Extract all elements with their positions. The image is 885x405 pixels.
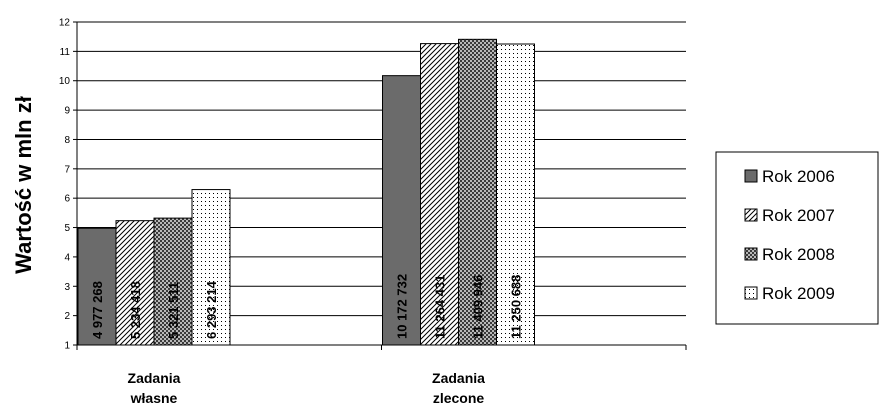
- y-tick-label: 3: [64, 282, 70, 293]
- category-label: Zadania: [128, 370, 181, 386]
- bar: [382, 75, 421, 346]
- bar: [191, 189, 231, 346]
- data-label: 4 977 268: [90, 281, 105, 339]
- bar: [153, 217, 193, 346]
- legend-label: Rok 2008: [762, 245, 835, 264]
- y-tick-label: 9: [64, 106, 70, 117]
- y-tick-label: 10: [59, 76, 71, 87]
- category-label: zlecone: [433, 390, 485, 405]
- legend-label: Rok 2006: [762, 167, 835, 186]
- data-label: 10 172 732: [395, 274, 410, 339]
- y-tick-label: 1: [64, 341, 70, 352]
- legend-label: Rok 2009: [762, 284, 835, 303]
- legend-swatch: [744, 169, 758, 183]
- legend-label: Rok 2007: [762, 206, 835, 225]
- bar: [115, 220, 155, 346]
- bar: [420, 43, 459, 346]
- bar: [77, 227, 117, 346]
- data-label: 6 293 214: [204, 280, 219, 339]
- legend-swatch: [744, 247, 758, 261]
- legend: Rok 2006 Rok 2007 Rok 2008 Rok 2009: [715, 151, 879, 325]
- y-tick-label: 4: [64, 252, 70, 263]
- y-axis-title: Wartość w mln zł: [11, 96, 36, 274]
- y-tick-label: 11: [60, 47, 71, 58]
- bars: [77, 38, 535, 346]
- data-label: 5 234 418: [128, 281, 143, 339]
- legend-swatch: [744, 208, 758, 222]
- bar: [458, 38, 497, 346]
- legend-swatch: [744, 286, 758, 300]
- data-label: 11 409 946: [471, 275, 486, 339]
- bar: [496, 43, 535, 346]
- data-label: 11 250 688: [509, 275, 524, 339]
- category-labels: Zadania własne Zadania zlecone: [128, 370, 486, 405]
- category-label: Zadania: [432, 370, 485, 386]
- y-tick-label: 2: [64, 311, 70, 322]
- y-tick-label: 7: [64, 164, 70, 175]
- y-tick-label: 8: [64, 135, 70, 146]
- data-label: 11 264 431: [433, 275, 448, 339]
- y-tick-label: 6: [64, 194, 70, 205]
- category-label: własne: [130, 390, 178, 405]
- y-tick-label: 5: [64, 223, 70, 234]
- y-tick-label: 12: [59, 18, 71, 29]
- data-labels: 4 977 268 5 234 418 5 321 511 6 293 214 10 1…: [90, 274, 524, 339]
- legend-box: [715, 151, 879, 325]
- data-label: 5 321 511: [166, 282, 181, 339]
